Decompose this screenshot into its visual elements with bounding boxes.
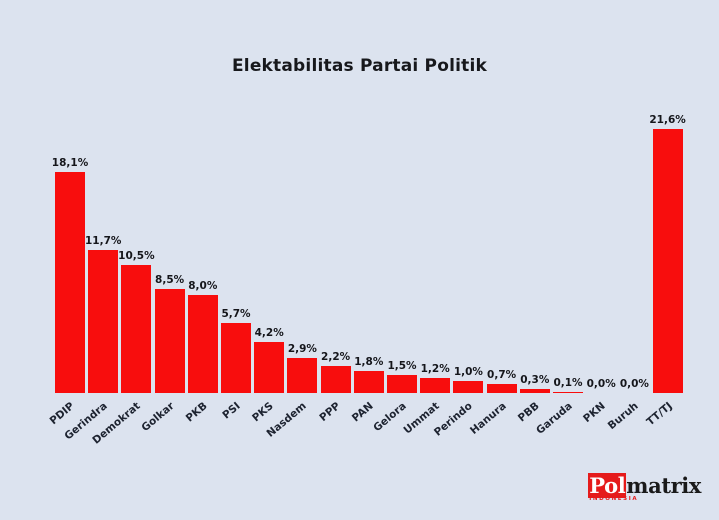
bar[interactable] — [221, 323, 251, 393]
brand-logo: Polmatrix INDONESIA — [588, 472, 701, 503]
bar[interactable] — [420, 378, 451, 393]
bar-value-label: 1,2% — [420, 363, 450, 376]
logo-wordmark-highlight: Pol — [588, 472, 627, 498]
bar[interactable] — [287, 357, 318, 393]
x-axis-tick-label: PKN — [581, 400, 608, 426]
x-axis-tick: PSI — [220, 396, 251, 456]
x-axis-tick: PKB — [184, 396, 218, 456]
bar-value-label: 0,7% — [487, 369, 517, 382]
x-axis-tick-label: PKB — [183, 400, 210, 425]
x-axis-tick: Nasdem — [265, 396, 317, 456]
bar-value-label: 1,8% — [354, 356, 384, 368]
bar-value-label: 0,0% — [586, 378, 616, 390]
bar[interactable] — [553, 391, 583, 393]
bar[interactable] — [121, 264, 152, 393]
bar-value-label: 2,2% — [321, 351, 351, 364]
x-axis-tick: Hanura — [468, 396, 517, 456]
bar[interactable] — [652, 129, 683, 393]
bar-value-label: 1,5% — [387, 359, 417, 372]
x-axis-tick-label: PBB — [515, 400, 542, 425]
bar[interactable] — [154, 289, 185, 393]
bar-value-label: 21,6% — [649, 114, 686, 126]
bar[interactable] — [453, 380, 484, 393]
bar[interactable] — [254, 341, 285, 393]
bar-value-label: 4,2% — [254, 326, 284, 339]
bar-value-label: 10,5% — [118, 249, 155, 262]
bar-value-label: 5,7% — [221, 308, 251, 321]
bar[interactable] — [55, 171, 85, 393]
x-axis-tick-label: PKS — [250, 400, 276, 425]
bar-value-label: 2,9% — [287, 342, 317, 355]
bar-value-label: 0,0% — [619, 378, 649, 390]
bar[interactable] — [519, 389, 550, 393]
x-axis-tick-label: PAN — [349, 400, 376, 425]
logo-wordmark-rest: matrix — [626, 472, 701, 498]
bar-value-label: 1,0% — [453, 365, 483, 378]
x-axis-tick: Garuda — [534, 396, 583, 456]
x-axis-tick-label: PPP — [316, 400, 343, 425]
logo-subtitle: INDONESIA — [589, 495, 639, 502]
logo-wordmark: Polmatrix — [588, 472, 701, 498]
x-axis-tick: Buruh — [606, 396, 649, 456]
bar[interactable] — [486, 384, 517, 393]
bar-value-label: 0,1% — [553, 376, 583, 389]
x-axis-tick-label: PSI — [220, 400, 243, 422]
bar[interactable] — [187, 295, 218, 393]
bar[interactable] — [387, 374, 417, 393]
page-title: Elektabilitas Partai Politik — [231, 56, 487, 76]
bar[interactable] — [353, 371, 384, 393]
x-axis-tick: Golkar — [139, 396, 185, 456]
bar-value-label: 11,7% — [84, 235, 122, 247]
bar-value-label: 8,5% — [155, 274, 185, 287]
bar[interactable] — [320, 366, 351, 393]
x-axis-tick: PPP — [317, 396, 351, 456]
bar[interactable] — [88, 250, 119, 393]
bar-value-label: 18,1% — [51, 156, 89, 169]
x-axis-tick: TT/TJ — [644, 396, 683, 456]
bar-value-label: 8,0% — [188, 280, 218, 293]
bar-value-label: 0,3% — [520, 374, 550, 387]
